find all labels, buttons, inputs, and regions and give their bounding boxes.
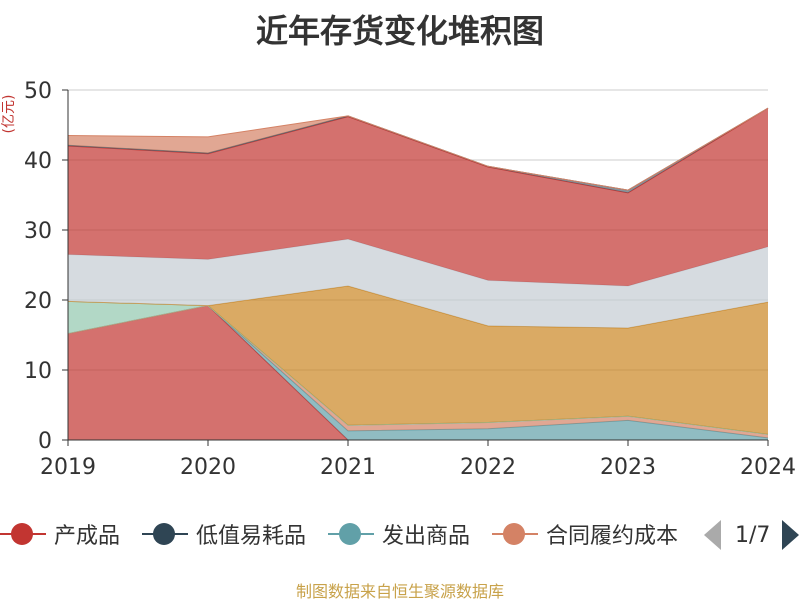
- legend-item[interactable]: 产成品: [0, 518, 120, 550]
- y-tick-label: 40: [24, 149, 52, 174]
- y-tick-label: 10: [24, 359, 52, 384]
- legend-swatch-icon: [328, 522, 375, 546]
- series-line-在途物资: [67, 107, 769, 191]
- y-tick-label: 0: [38, 429, 52, 454]
- legend-swatch-icon: [142, 522, 189, 546]
- legend-label: 产成品: [54, 524, 121, 549]
- area-委托加工物资: [68, 301, 768, 435]
- x-tick-label: 2024: [740, 455, 796, 480]
- x-tick-label: 2019: [40, 455, 96, 480]
- legend-page-indicator: 1/7: [735, 522, 771, 548]
- legend-prev-page-button[interactable]: [704, 520, 721, 550]
- chart-title: 近年存货变化堆积图: [255, 12, 544, 50]
- y-tick-label: 30: [24, 219, 52, 244]
- legend-label: 低值易耗品: [196, 524, 307, 549]
- stacked-areas: [67, 107, 769, 441]
- y-tick-label: 20: [24, 289, 52, 314]
- x-tick-label: 2022: [460, 455, 516, 480]
- legend-item[interactable]: 低值易耗品: [142, 518, 306, 550]
- legend-label: 发出商品: [382, 524, 471, 549]
- x-tick-label: 2023: [600, 455, 656, 480]
- area-其他: [68, 108, 768, 286]
- area-库存商品: [68, 239, 768, 328]
- legend-item[interactable]: 合同履约成本: [492, 518, 678, 550]
- axes: 0 10 20 30 40 50 2019 2020 2021 2022 2023 2024: [24, 79, 796, 480]
- legend-swatch-icon: [0, 522, 46, 546]
- area-在途物资: [68, 108, 768, 191]
- legend-swatch-icon: [492, 522, 539, 546]
- legend-item[interactable]: 发出商品: [328, 518, 470, 550]
- x-tick-label: 2020: [180, 455, 236, 480]
- legend-label: 合同履约成本: [546, 524, 679, 549]
- legend-next-page-button[interactable]: [782, 520, 800, 550]
- y-tick-label: 50: [24, 79, 52, 104]
- data-source-note: 制图数据来自恒生聚源数据库: [295, 582, 504, 601]
- legend-pager: 1/7: [700, 518, 800, 552]
- x-tick-label: 2021: [320, 455, 376, 480]
- y-axis-unit-label: (亿元): [1, 94, 17, 134]
- legend: 产成品 低值易耗品 发出商品 合同履约成本: [0, 514, 690, 554]
- area-在产品: [68, 286, 768, 435]
